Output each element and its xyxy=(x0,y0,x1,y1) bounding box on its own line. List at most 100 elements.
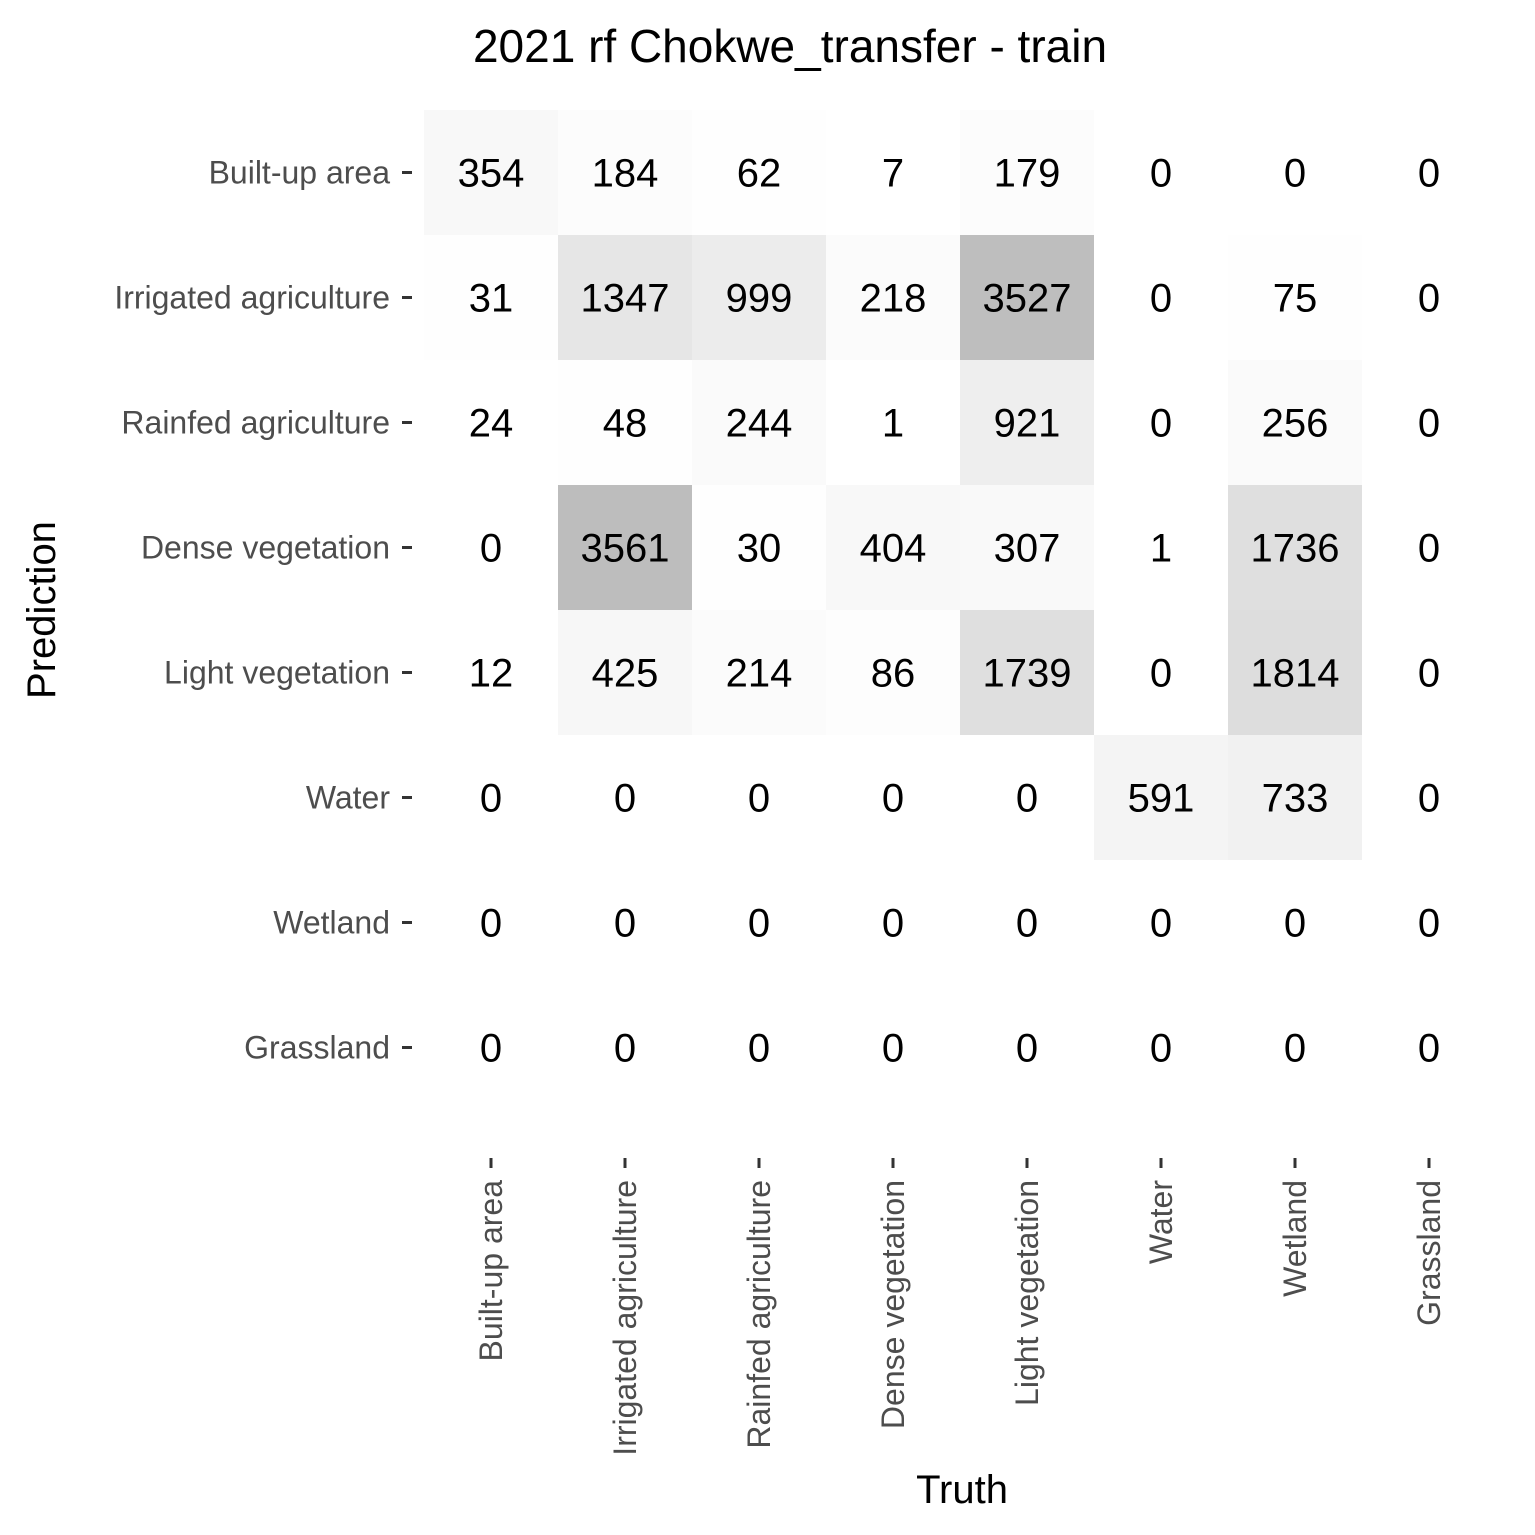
cell-3-6 xyxy=(1228,485,1362,610)
cell-4-6 xyxy=(1228,610,1362,735)
cell-value-7-7: 0 xyxy=(1418,1027,1440,1071)
cell-value-4-0: 12 xyxy=(469,652,514,696)
y-tick-label-irrigated-agriculture: Irrigated agriculture xyxy=(114,280,390,316)
x-tick-label-light-vegetation: Light vegetation xyxy=(1009,1180,1045,1406)
y-tick-label-wetland: Wetland xyxy=(273,905,390,941)
cell-value-3-7: 0 xyxy=(1418,527,1440,571)
cell-5-6 xyxy=(1228,735,1362,860)
y-tick-label-built-up-area: Built-up area xyxy=(209,155,391,191)
x-tick-label-wetland: Wetland xyxy=(1277,1180,1313,1297)
cell-value-6-6: 0 xyxy=(1284,902,1306,946)
cell-value-0-0: 354 xyxy=(458,152,525,196)
cell-value-3-3: 404 xyxy=(860,527,927,571)
cell-3-4 xyxy=(960,485,1094,610)
cell-value-6-7: 0 xyxy=(1418,902,1440,946)
chart-title: 2021 rf Chokwe_transfer - train xyxy=(473,20,1107,72)
cell-1-4 xyxy=(960,235,1094,360)
cell-value-1-1: 1347 xyxy=(581,277,670,321)
cell-value-4-2: 214 xyxy=(726,652,793,696)
cell-value-1-5: 0 xyxy=(1150,277,1172,321)
cell-2-4 xyxy=(960,360,1094,485)
cell-value-7-6: 0 xyxy=(1284,1027,1306,1071)
cell-value-6-3: 0 xyxy=(882,902,904,946)
cell-value-3-2: 30 xyxy=(737,527,782,571)
cell-value-4-1: 425 xyxy=(592,652,659,696)
cell-value-3-1: 3561 xyxy=(581,527,670,571)
cell-1-1 xyxy=(558,235,692,360)
cell-value-0-5: 0 xyxy=(1150,152,1172,196)
cell-3-5 xyxy=(1094,485,1228,610)
cell-0-1 xyxy=(558,110,692,235)
cell-value-2-2: 244 xyxy=(726,402,793,446)
cell-4-1 xyxy=(558,610,692,735)
cell-value-1-2: 999 xyxy=(726,277,793,321)
y-axis: Built-up area Irrigated agriculture Rainfe… xyxy=(114,155,412,1066)
cell-value-1-0: 31 xyxy=(469,277,514,321)
y-tick-label-light-vegetation: Light vegetation xyxy=(164,655,390,691)
cell-value-3-4: 307 xyxy=(994,527,1061,571)
cell-value-3-6: 1736 xyxy=(1251,527,1340,571)
cell-2-0 xyxy=(424,360,558,485)
y-tick-label-grassland: Grassland xyxy=(244,1030,390,1066)
cell-4-2 xyxy=(692,610,826,735)
cell-4-4 xyxy=(960,610,1094,735)
cell-value-2-5: 0 xyxy=(1150,402,1172,446)
cell-value-2-0: 24 xyxy=(469,402,514,446)
x-axis: Built-up area Irrigated agriculture Rainfe… xyxy=(473,1158,1447,1456)
x-axis-title: Truth xyxy=(916,1468,1008,1512)
cell-value-6-1: 0 xyxy=(614,902,636,946)
y-tick-label-water: Water xyxy=(306,780,391,816)
x-tick-label-built-up-area: Built-up area xyxy=(473,1180,509,1362)
cell-value-0-2: 62 xyxy=(737,152,782,196)
x-tick-label-dense-vegetation: Dense vegetation xyxy=(875,1180,911,1429)
cell-0-3 xyxy=(826,110,960,235)
cell-1-2 xyxy=(692,235,826,360)
cell-2-2 xyxy=(692,360,826,485)
cell-value-0-3: 7 xyxy=(882,152,904,196)
cell-value-4-7: 0 xyxy=(1418,652,1440,696)
cell-value-7-1: 0 xyxy=(614,1027,636,1071)
cell-5-5 xyxy=(1094,735,1228,860)
cell-value-7-3: 0 xyxy=(882,1027,904,1071)
cell-value-4-4: 1739 xyxy=(983,652,1072,696)
cell-value-5-4: 0 xyxy=(1016,777,1038,821)
cell-value-1-7: 0 xyxy=(1418,277,1440,321)
cell-value-5-3: 0 xyxy=(882,777,904,821)
y-tick-label-rainfed-agriculture: Rainfed agriculture xyxy=(121,405,390,441)
cell-value-2-6: 256 xyxy=(1262,402,1329,446)
cell-value-4-5: 0 xyxy=(1150,652,1172,696)
x-tick-label-grassland: Grassland xyxy=(1411,1180,1447,1326)
cell-0-2 xyxy=(692,110,826,235)
cell-0-4 xyxy=(960,110,1094,235)
cell-value-7-4: 0 xyxy=(1016,1027,1038,1071)
cell-value-7-2: 0 xyxy=(748,1027,770,1071)
y-tick-label-dense-vegetation: Dense vegetation xyxy=(141,530,390,566)
cell-value-4-3: 86 xyxy=(871,652,916,696)
cell-2-6 xyxy=(1228,360,1362,485)
cell-value-7-0: 0 xyxy=(480,1027,502,1071)
cell-value-4-6: 1814 xyxy=(1251,652,1340,696)
cell-value-0-1: 184 xyxy=(592,152,659,196)
y-axis-title: Prediction xyxy=(20,521,64,699)
cell-3-2 xyxy=(692,485,826,610)
cell-value-2-1: 48 xyxy=(603,402,648,446)
cell-value-6-2: 0 xyxy=(748,902,770,946)
heatmap-cell-labels: 354 184 62 7 179 0 0 0 31 1347 999 218 3527 0 75 0 24 48 2… xyxy=(458,152,1441,1071)
cell-value-2-3: 1 xyxy=(882,402,904,446)
x-tick-label-water: Water xyxy=(1143,1180,1179,1265)
cell-value-0-6: 0 xyxy=(1284,152,1306,196)
cell-4-0 xyxy=(424,610,558,735)
x-tick-label-irrigated-agriculture: Irrigated agriculture xyxy=(607,1180,643,1456)
cell-value-0-4: 179 xyxy=(994,152,1061,196)
cell-value-5-0: 0 xyxy=(480,777,502,821)
cell-value-6-0: 0 xyxy=(480,902,502,946)
cell-3-3 xyxy=(826,485,960,610)
x-tick-label-rainfed-agriculture: Rainfed agriculture xyxy=(741,1180,777,1449)
heatmap-cells xyxy=(424,110,1362,860)
cell-value-2-7: 0 xyxy=(1418,402,1440,446)
cell-value-0-7: 0 xyxy=(1418,152,1440,196)
cell-value-1-3: 218 xyxy=(860,277,927,321)
cell-value-5-5: 591 xyxy=(1128,777,1195,821)
cell-1-0 xyxy=(424,235,558,360)
